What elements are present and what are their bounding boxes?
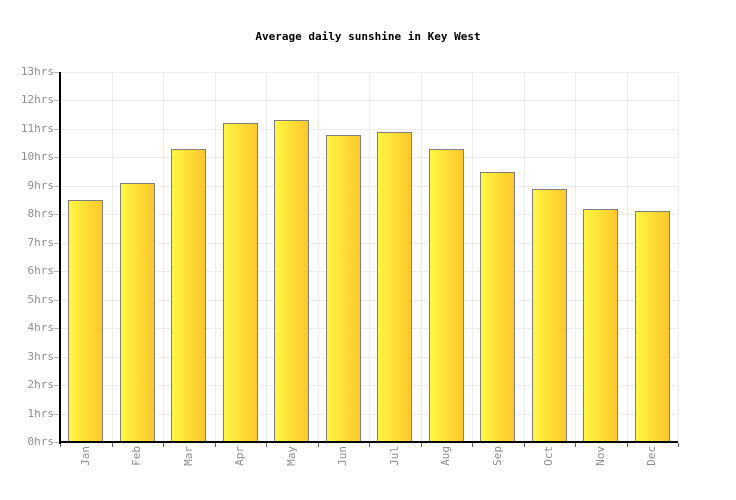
x-axis-tick-mark: [163, 443, 164, 447]
x-axis-line: [59, 441, 678, 443]
y-axis-tick-mark: [54, 271, 59, 273]
y-axis-tick-label: 4hrs: [27, 321, 55, 335]
bar-feb: [119, 183, 155, 442]
bar-oct: [531, 188, 567, 442]
x-axis-tick-mark: [369, 443, 370, 447]
bar-dec: [634, 211, 670, 442]
v-gridline: [111, 72, 113, 442]
chart-title: Average daily sunshine in Key West: [255, 30, 481, 43]
x-axis-tick-mark: [60, 443, 61, 447]
x-axis-label-nov: Nov: [593, 446, 607, 466]
x-axis-label-jan: Jan: [78, 446, 92, 466]
x-axis-label-feb: Feb: [130, 446, 144, 466]
y-axis-tick-mark: [54, 356, 59, 358]
v-gridline: [214, 72, 216, 442]
x-axis-tick-mark: [678, 443, 679, 447]
bar-aug: [428, 148, 464, 442]
y-axis-tick-mark: [54, 328, 59, 330]
bar-apr: [222, 123, 258, 442]
y-axis-tick-label: 7hrs: [27, 235, 55, 249]
x-axis-tick-mark: [523, 443, 525, 447]
y-axis-line: [59, 72, 61, 444]
y-axis-tick-mark: [54, 214, 59, 216]
x-axis-tick-mark: [214, 443, 216, 447]
v-gridline: [626, 72, 628, 442]
y-axis-tick-mark: [54, 72, 59, 73]
v-gridline: [317, 72, 319, 442]
x-axis-label-oct: Oct: [542, 446, 556, 466]
y-axis-tick-label: 11hrs: [20, 121, 54, 135]
x-axis-tick-mark: [472, 443, 473, 447]
y-axis-tick-label: 1hrs: [27, 406, 55, 420]
x-axis-tick-mark: [575, 443, 576, 447]
x-axis-tick-mark: [420, 443, 422, 447]
bar-jun: [325, 134, 361, 442]
y-axis-tick-label: 0hrs: [27, 435, 55, 448]
x-axis-label-may: May: [284, 446, 298, 466]
x-axis-tick-mark: [266, 443, 267, 447]
y-axis-tick-label: 12hrs: [20, 93, 54, 107]
y-axis-tick-label: 13hrs: [20, 65, 54, 78]
x-axis-tick-mark: [111, 443, 113, 447]
x-axis-label-sep: Sep: [490, 446, 504, 466]
v-gridline: [678, 72, 679, 442]
y-axis-tick-mark: [54, 385, 59, 387]
x-axis-label-jun: Jun: [336, 446, 350, 466]
v-gridline: [523, 72, 525, 442]
bar-sep: [480, 171, 516, 442]
y-axis-tick-label: 10hrs: [20, 150, 54, 164]
y-axis-tick-label: 6hrs: [27, 264, 55, 278]
bar-may: [274, 120, 310, 442]
bar-nov: [583, 208, 619, 442]
y-axis-tick-mark: [54, 413, 59, 415]
y-axis-tick-label: 2hrs: [27, 378, 55, 392]
x-axis-label-jul: Jul: [387, 446, 401, 466]
y-axis-tick-label: 5hrs: [27, 292, 55, 306]
y-axis-tick-mark: [54, 100, 59, 102]
v-gridline: [163, 72, 164, 442]
x-axis-label-mar: Mar: [181, 446, 195, 466]
x-axis-label-apr: Apr: [233, 446, 247, 466]
y-axis-tick-mark: [54, 242, 59, 244]
v-gridline: [575, 72, 576, 442]
bar-jul: [377, 131, 413, 442]
y-axis-tick-mark: [54, 128, 59, 130]
y-axis-tick-mark: [54, 442, 59, 443]
v-gridline: [472, 72, 473, 442]
x-axis-tick-mark: [317, 443, 319, 447]
y-axis-tick-mark: [54, 299, 59, 301]
y-axis-tick-label: 9hrs: [27, 178, 55, 192]
bar-jan: [68, 200, 104, 442]
x-axis-label-aug: Aug: [439, 446, 453, 466]
y-axis-tick-mark: [54, 185, 59, 187]
v-gridline: [369, 72, 370, 442]
v-gridline: [420, 72, 422, 442]
x-axis-label-dec: Dec: [645, 446, 659, 466]
y-axis-tick-mark: [54, 157, 59, 159]
y-axis-tick-label: 3hrs: [27, 349, 55, 363]
y-axis-tick-label: 8hrs: [27, 207, 55, 221]
x-axis-tick-mark: [626, 443, 628, 447]
v-gridline: [266, 72, 267, 442]
bar-mar: [171, 148, 207, 442]
